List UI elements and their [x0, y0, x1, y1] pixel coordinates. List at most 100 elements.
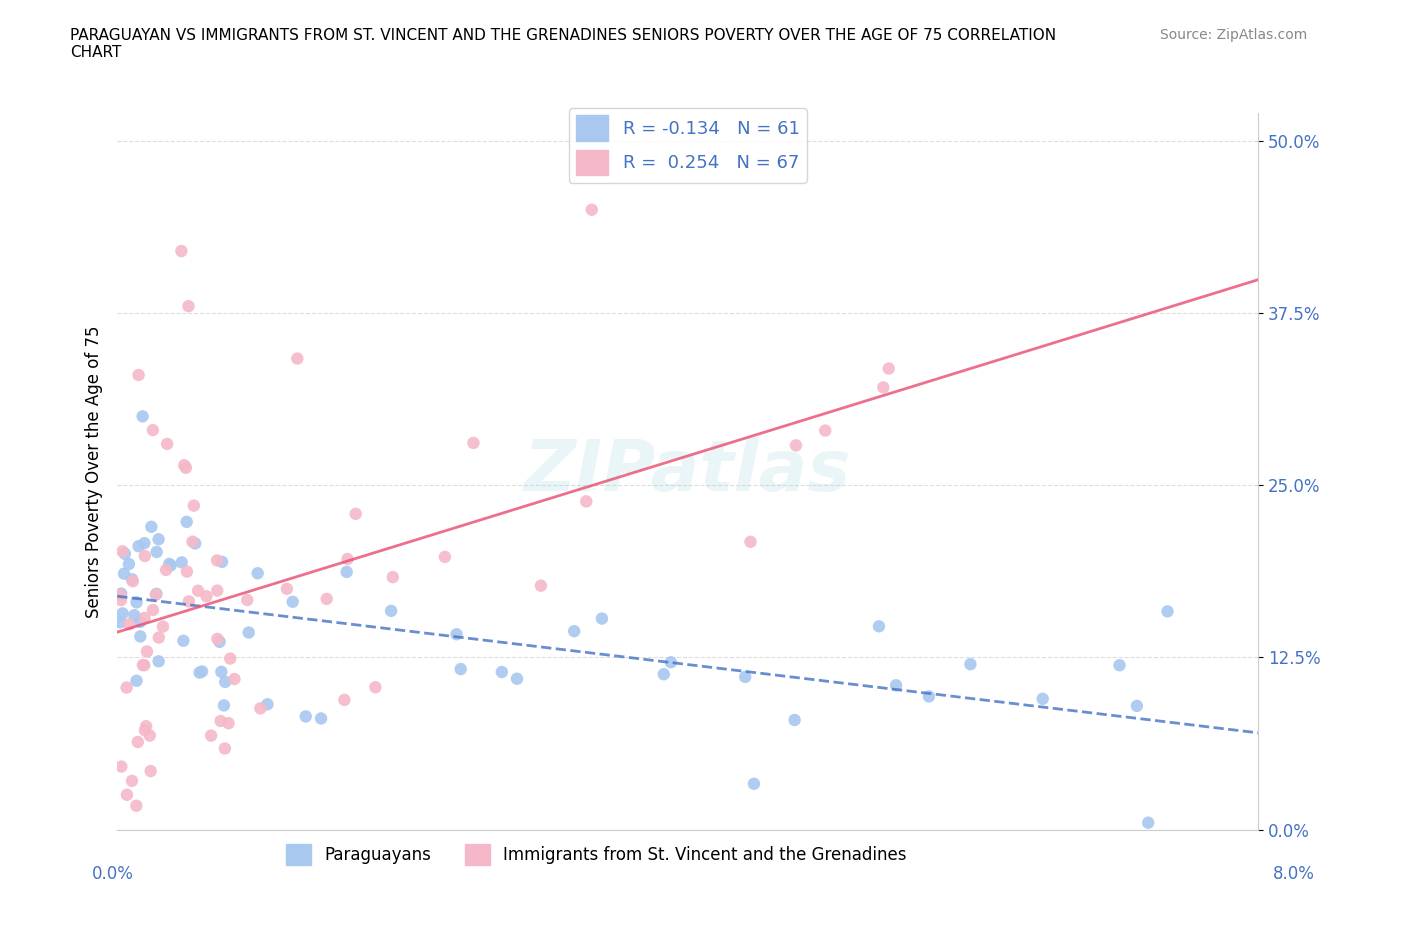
- Point: [246, 565, 269, 580]
- Point: [145, 587, 167, 602]
- Point: [333, 693, 356, 708]
- Point: [188, 665, 211, 680]
- Point: [214, 741, 236, 756]
- Point: [581, 203, 603, 218]
- Point: [276, 581, 298, 596]
- Point: [152, 619, 174, 634]
- Point: [783, 712, 806, 727]
- Point: [315, 591, 337, 606]
- Point: [959, 657, 981, 671]
- Point: [575, 494, 598, 509]
- Point: [450, 661, 472, 676]
- Point: [155, 563, 177, 578]
- Point: [281, 594, 304, 609]
- Point: [111, 606, 134, 621]
- Point: [132, 658, 155, 672]
- Point: [433, 550, 456, 565]
- Point: [114, 546, 136, 561]
- Point: [364, 680, 387, 695]
- Point: [110, 759, 132, 774]
- Point: [134, 549, 156, 564]
- Point: [129, 629, 152, 644]
- Point: [124, 608, 146, 623]
- Point: [785, 438, 807, 453]
- Point: [381, 570, 404, 585]
- Point: [214, 674, 236, 689]
- Point: [112, 566, 135, 581]
- Point: [209, 664, 232, 679]
- Point: [659, 655, 682, 670]
- Point: [207, 583, 229, 598]
- Point: [652, 667, 675, 682]
- Point: [129, 615, 152, 630]
- Point: [1032, 691, 1054, 706]
- Point: [125, 595, 148, 610]
- Point: [562, 624, 585, 639]
- Point: [742, 777, 765, 791]
- Point: [591, 611, 613, 626]
- Point: [177, 299, 200, 313]
- Point: [872, 380, 894, 395]
- Point: [111, 544, 134, 559]
- Point: [336, 551, 359, 566]
- Point: [108, 588, 131, 603]
- Point: [134, 610, 156, 625]
- Point: [121, 574, 143, 589]
- Point: [181, 534, 204, 549]
- Text: Source: ZipAtlas.com: Source: ZipAtlas.com: [1160, 28, 1308, 42]
- Point: [336, 565, 359, 579]
- Point: [139, 764, 162, 778]
- Text: ZIPatlas: ZIPatlas: [524, 437, 852, 506]
- Point: [1156, 604, 1178, 618]
- Point: [530, 578, 553, 593]
- Point: [172, 633, 194, 648]
- Point: [285, 352, 308, 366]
- Point: [212, 698, 235, 712]
- Point: [121, 774, 143, 789]
- Point: [463, 435, 485, 450]
- Point: [200, 728, 222, 743]
- Point: [173, 458, 195, 472]
- Point: [884, 678, 907, 693]
- Point: [380, 604, 402, 618]
- Point: [249, 701, 271, 716]
- Point: [177, 594, 200, 609]
- Point: [207, 631, 229, 646]
- Point: [170, 244, 193, 259]
- Point: [446, 627, 468, 642]
- Point: [145, 544, 167, 559]
- Point: [134, 658, 156, 672]
- Point: [184, 536, 207, 551]
- Point: [814, 423, 837, 438]
- Point: [224, 671, 246, 686]
- Point: [141, 519, 163, 534]
- Point: [218, 716, 240, 731]
- Point: [187, 583, 209, 598]
- Point: [183, 498, 205, 513]
- Text: PARAGUAYAN VS IMMIGRANTS FROM ST. VINCENT AND THE GRENADINES SENIORS POVERTY OVE: PARAGUAYAN VS IMMIGRANTS FROM ST. VINCEN…: [70, 28, 1056, 60]
- Point: [174, 460, 197, 475]
- Point: [118, 617, 141, 631]
- Point: [148, 532, 170, 547]
- Point: [208, 634, 231, 649]
- Point: [134, 723, 156, 737]
- Point: [125, 798, 148, 813]
- Point: [170, 555, 193, 570]
- Text: 8.0%: 8.0%: [1272, 865, 1315, 884]
- Point: [344, 506, 367, 521]
- Point: [195, 589, 218, 604]
- Point: [139, 728, 162, 743]
- Point: [1137, 816, 1160, 830]
- Point: [142, 603, 165, 618]
- Y-axis label: Seniors Poverty Over the Age of 75: Seniors Poverty Over the Age of 75: [86, 326, 103, 618]
- Point: [176, 565, 198, 579]
- Point: [877, 361, 900, 376]
- Point: [211, 554, 233, 569]
- Point: [1126, 698, 1149, 713]
- Point: [135, 719, 157, 734]
- Legend: R = -0.134   N = 61, R =  0.254   N = 67: R = -0.134 N = 61, R = 0.254 N = 67: [568, 108, 807, 182]
- Point: [734, 670, 756, 684]
- Point: [108, 615, 131, 630]
- Point: [256, 697, 278, 711]
- Point: [205, 553, 228, 568]
